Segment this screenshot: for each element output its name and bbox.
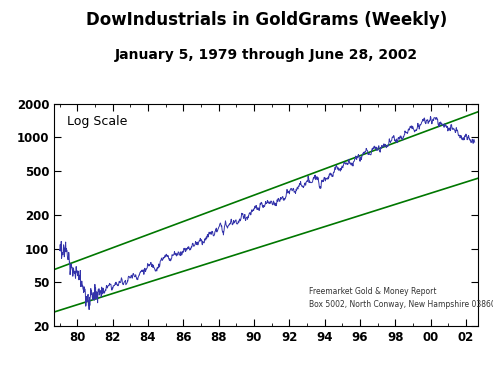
Text: DowIndustrials in GoldGrams (Weekly): DowIndustrials in GoldGrams (Weekly) bbox=[86, 11, 447, 29]
Text: Freemarket Gold & Money Report
Box 5002, North Conway, New Hampshire 03860: Freemarket Gold & Money Report Box 5002,… bbox=[309, 287, 493, 309]
Text: January 5, 1979 through June 28, 2002: January 5, 1979 through June 28, 2002 bbox=[115, 48, 418, 62]
Text: Log Scale: Log Scale bbox=[67, 115, 127, 128]
